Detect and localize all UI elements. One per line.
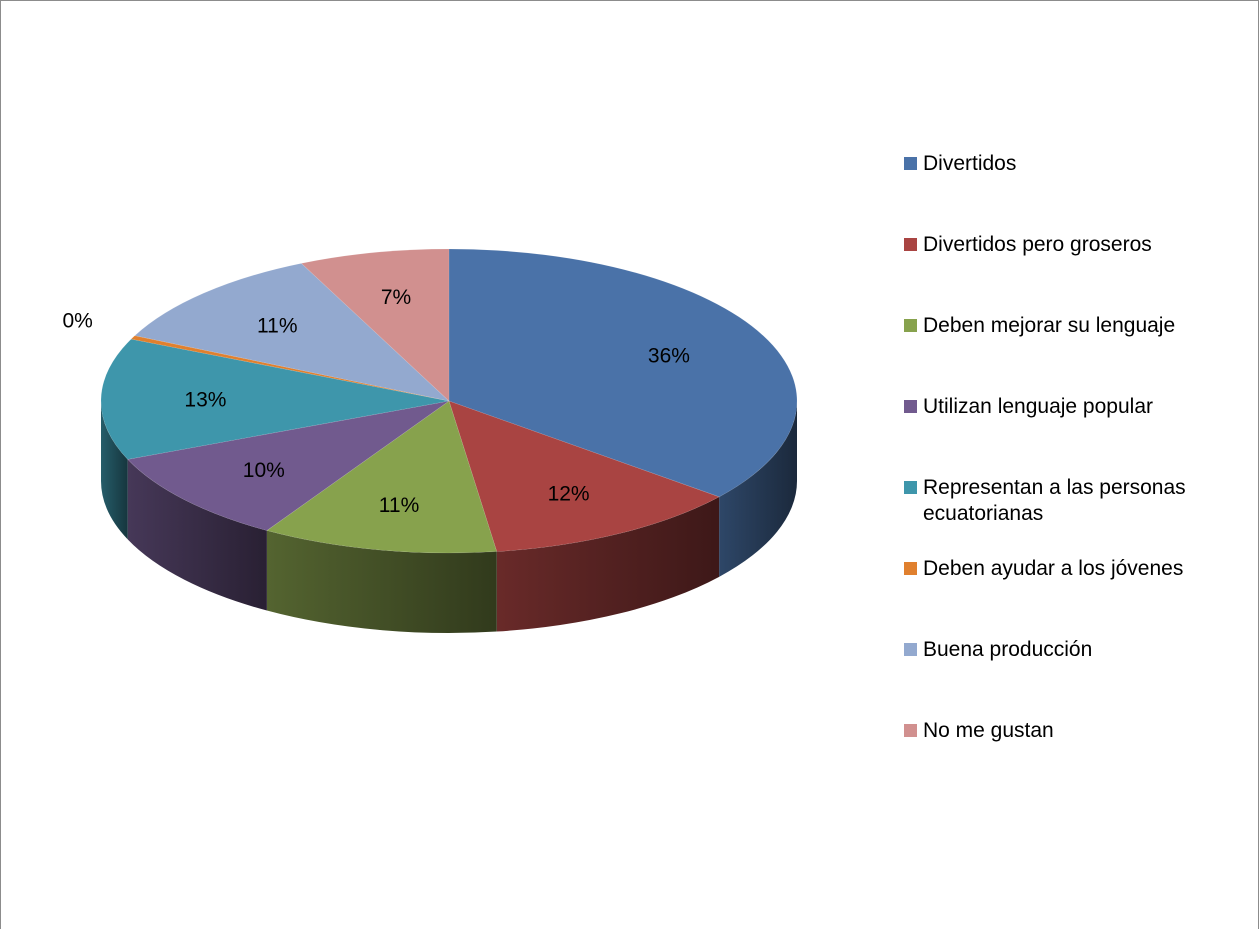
data-label-3: 10% — [243, 459, 285, 482]
data-label-5: 0% — [62, 309, 92, 332]
legend-label-0: Divertidos — [923, 152, 1017, 175]
legend-item-7: No me gustan — [904, 718, 1248, 744]
pie-slice-3 — [127, 400, 450, 531]
legend-item-4: Representan a las personas ecuatorianas — [904, 475, 1248, 527]
data-label-6: 11% — [257, 315, 297, 338]
legend-item-0: Divertidos — [904, 151, 1248, 177]
legend-label-7: No me gustan — [923, 719, 1054, 742]
pie-slice-4 — [100, 338, 450, 460]
legend-swatch-7 — [904, 724, 917, 737]
pie-slice-6 — [134, 263, 450, 402]
legend-item-1: Divertidos pero groseros — [904, 232, 1248, 258]
data-label-0: 36% — [648, 344, 690, 367]
pie-side-1 — [496, 496, 720, 632]
pie-slice-1 — [448, 400, 720, 552]
pie-slice-5 — [130, 335, 450, 402]
legend-swatch-2 — [904, 319, 917, 332]
legend-swatch-0 — [904, 157, 917, 170]
legend-label-1: Divertidos pero groseros — [923, 233, 1152, 256]
data-label-2: 11% — [379, 494, 419, 517]
legend-item-6: Buena producción — [904, 637, 1248, 663]
pie-slice-2 — [266, 400, 498, 554]
legend-item-2: Deben mejorar su lenguaje — [904, 313, 1248, 339]
legend-swatch-6 — [904, 643, 917, 656]
legend-swatch-4 — [904, 481, 917, 494]
pie-side-2 — [266, 530, 497, 633]
legend-label-5: Deben ayudar a los jóvenes — [923, 557, 1184, 580]
pie-slice-0 — [448, 248, 798, 498]
legend-label-6: Buena producción — [923, 638, 1093, 661]
legend-swatch-5 — [904, 562, 917, 575]
legend-item-5: Deben ayudar a los jóvenes — [904, 556, 1248, 582]
legend-label-4: Representan a las personas ecuatorianas — [923, 476, 1186, 525]
data-label-4: 13% — [184, 389, 226, 412]
data-label-7: 7% — [381, 286, 411, 309]
legend-label-2: Deben mejorar su lenguaje — [923, 314, 1176, 337]
pie-side-4 — [101, 401, 128, 540]
data-label-1: 12% — [548, 483, 590, 506]
legend-item-3: Utilizan lenguaje popular — [904, 394, 1248, 420]
pie-side-3 — [127, 459, 267, 611]
pie-side-0 — [719, 401, 797, 577]
legend-label-3: Utilizan lenguaje popular — [923, 395, 1153, 418]
legend-swatch-3 — [904, 400, 917, 413]
pie-slice-7 — [300, 248, 450, 402]
legend-swatch-1 — [904, 238, 917, 251]
